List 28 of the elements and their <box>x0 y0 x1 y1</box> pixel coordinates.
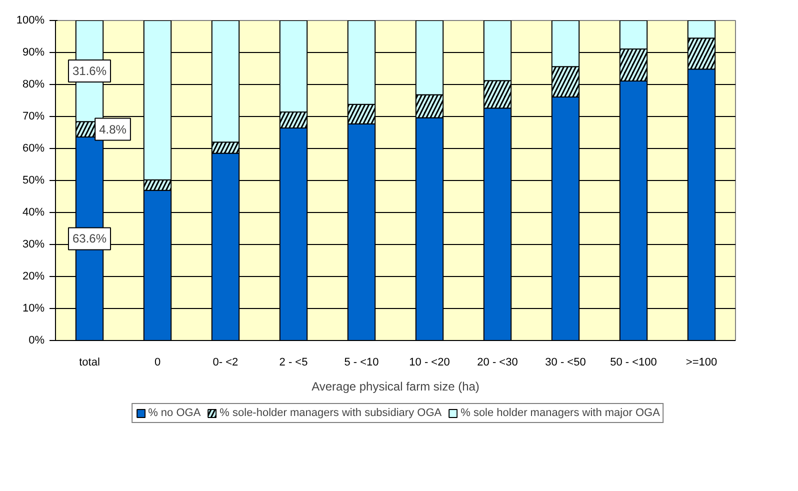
y-tick-label: 70% <box>22 110 45 122</box>
data-label: 31.6% <box>72 64 107 78</box>
x-tick-label: 20 - <30 <box>477 356 518 368</box>
y-tick-label: 60% <box>22 142 45 154</box>
y-tick-label: 30% <box>22 238 45 250</box>
y-tick-label: 50% <box>22 174 45 186</box>
x-tick-label: total <box>79 356 100 368</box>
y-tick-label: 90% <box>22 46 45 58</box>
y-tick-label: 10% <box>22 302 45 314</box>
x-tick-label: 2 - <5 <box>279 356 308 368</box>
data-label: 4.8% <box>99 122 127 136</box>
y-tick-label: 80% <box>22 78 45 90</box>
data-label: 63.6% <box>72 232 107 246</box>
x-axis-title: Average physical farm size (ha) <box>312 380 480 394</box>
x-tick-label: >=100 <box>686 356 718 368</box>
x-tick-label: 0 <box>154 356 161 368</box>
x-tick-label: 30 - <50 <box>545 356 586 368</box>
x-tick-label: 5 - <10 <box>344 356 379 368</box>
x-tick-label: 50 - <100 <box>610 356 657 368</box>
y-tick-label: 0% <box>28 334 45 346</box>
legend-label: % sole holder managers with major OGA <box>460 407 660 419</box>
legend-label: % sole-holder managers with subsidiary OGA <box>220 407 442 419</box>
y-tick-label: 40% <box>22 206 45 218</box>
y-tick-label: 100% <box>16 14 45 26</box>
legend-label: % no OGA <box>148 407 201 419</box>
y-tick-label: 20% <box>22 270 45 282</box>
x-tick-label: 10 - <20 <box>409 356 450 368</box>
x-tick-label: 0- <2 <box>212 356 238 368</box>
